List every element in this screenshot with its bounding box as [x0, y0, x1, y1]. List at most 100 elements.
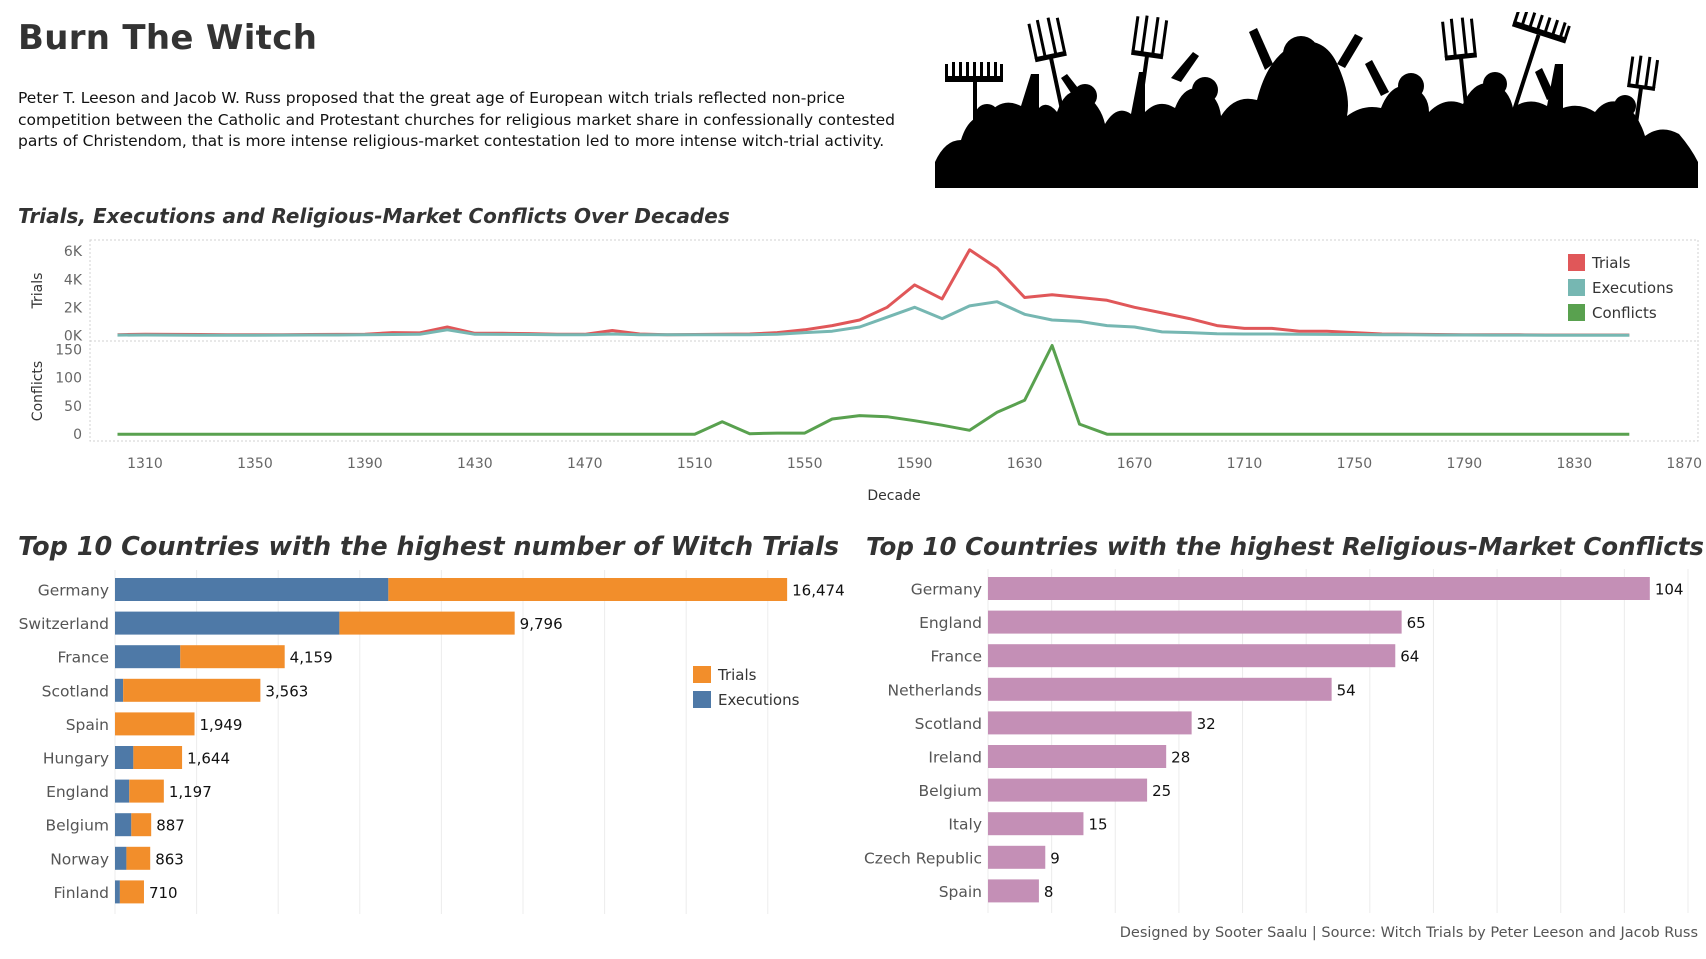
bar-conflicts-italy	[988, 812, 1084, 836]
bar-trials-belgium	[131, 813, 152, 837]
category-label: Spain	[66, 716, 109, 734]
timeline-chart-title: Trials, Executions and Religious-Market …	[18, 204, 730, 228]
x-tick-label: 1430	[457, 456, 493, 472]
bar-executions-switzerland	[115, 611, 340, 635]
data-label: 25	[1152, 782, 1171, 800]
bar-trials-switzerland	[339, 611, 515, 635]
series-line-executions	[117, 300, 1630, 337]
legend-swatch-executions	[1568, 279, 1585, 296]
data-label: 32	[1197, 715, 1216, 733]
bar-trials-germany	[388, 578, 788, 601]
bar-executions-england	[115, 779, 130, 803]
category-label: Switzerland	[19, 615, 109, 633]
y-tick-label: 6K	[64, 244, 83, 260]
y-tick-label: 50	[64, 399, 82, 415]
category-label: Finland	[54, 884, 109, 902]
category-label: England	[46, 783, 109, 801]
bar-conflicts-belgium	[988, 778, 1148, 802]
bar-conflicts-czech-republic	[988, 845, 1046, 869]
crowd-with-pitchforks-icon	[935, 12, 1698, 188]
footer-credit: Designed by Sooter Saalu | Source: Witch…	[1119, 925, 1698, 941]
x-tick-label: 1350	[237, 456, 273, 472]
legend-swatch-conflicts	[1568, 304, 1585, 321]
data-label: 4,159	[290, 649, 333, 667]
y-tick-label: 0	[73, 427, 82, 443]
x-tick-label: 1310	[127, 456, 163, 472]
bar-trials-france	[180, 645, 285, 669]
data-label: 28	[1171, 749, 1190, 767]
bar-executions-belgium	[115, 813, 132, 837]
x-tick-label: 1830	[1556, 456, 1592, 472]
category-label: Scotland	[915, 715, 982, 733]
x-tick-label: 1630	[1007, 456, 1043, 472]
y-tick-label: 2K	[64, 300, 83, 316]
bar-conflicts-germany	[988, 577, 1650, 600]
conflicts-chart-title: Top 10 Countries with the highest Religi…	[866, 532, 1705, 561]
bar-executions-finland	[115, 880, 120, 904]
data-label: 8	[1044, 883, 1054, 901]
bar-trials-finland	[119, 880, 144, 904]
x-tick-label: 1670	[1117, 456, 1153, 472]
x-tick-label: 1510	[677, 456, 713, 472]
legend-label-trials: Trials	[717, 666, 757, 684]
category-label: France	[930, 648, 982, 666]
y-axis-label: Trials	[30, 273, 46, 310]
legend-label-trials: Trials	[1591, 254, 1631, 272]
data-label: 863	[155, 850, 184, 868]
x-tick-label: 1390	[347, 456, 383, 472]
bar-conflicts-england	[988, 610, 1402, 634]
legend-swatch-trials	[1568, 254, 1585, 271]
data-label: 1,197	[169, 783, 212, 801]
x-tick-label: 1710	[1227, 456, 1263, 472]
category-label: Belgium	[45, 817, 109, 835]
category-label: Czech Republic	[864, 849, 982, 867]
data-label: 54	[1337, 681, 1356, 699]
y-tick-label: 4K	[64, 272, 83, 288]
data-label: 710	[149, 884, 178, 902]
y-axis-label: Conflicts	[30, 361, 46, 421]
trials-chart-title: Top 10 Countries with the highest number…	[18, 532, 840, 562]
data-label: 1,644	[187, 750, 230, 768]
x-tick-label: 1470	[567, 456, 603, 472]
bar-conflicts-netherlands	[988, 677, 1332, 701]
data-label: 15	[1088, 816, 1107, 834]
category-label: Ireland	[928, 749, 982, 767]
x-tick-label: 1870	[1666, 456, 1702, 472]
category-label: England	[919, 614, 982, 632]
y-tick-label: 150	[55, 342, 82, 358]
data-label: 104	[1655, 581, 1684, 599]
category-label: Spain	[939, 883, 982, 901]
category-label: France	[57, 649, 109, 667]
legend-label-executions: Executions	[1592, 279, 1674, 297]
category-label: Italy	[948, 816, 982, 834]
page-title: Burn The Witch	[18, 18, 318, 58]
bar-executions-scotland	[115, 678, 124, 702]
bar-trials-spain	[115, 712, 195, 736]
x-tick-label: 1750	[1337, 456, 1373, 472]
bar-conflicts-scotland	[988, 711, 1192, 735]
data-label: 9	[1050, 849, 1060, 867]
bar-trials-norway	[126, 846, 151, 870]
data-label: 3,563	[265, 682, 308, 700]
x-tick-label: 1590	[897, 456, 933, 472]
data-label: 16,474	[792, 582, 845, 600]
legend-label-executions: Executions	[718, 691, 800, 709]
category-label: Norway	[50, 850, 109, 868]
data-label: 64	[1400, 648, 1419, 666]
series-line-conflicts	[117, 344, 1630, 436]
intro-text: Peter T. Leeson and Jacob W. Russ propos…	[18, 89, 895, 150]
bar-trials-hungary	[133, 746, 183, 769]
x-tick-label: 1550	[787, 456, 823, 472]
bar-executions-hungary	[115, 746, 134, 769]
bar-executions-germany	[115, 578, 389, 601]
y-tick-label: 100	[55, 371, 82, 387]
category-label: Scotland	[42, 682, 109, 700]
category-label: Belgium	[918, 782, 982, 800]
bar-conflicts-ireland	[988, 745, 1167, 768]
category-label: Germany	[911, 581, 982, 599]
legend-label-conflicts: Conflicts	[1592, 304, 1657, 322]
bar-conflicts-spain	[988, 879, 1039, 903]
data-label: 65	[1407, 614, 1426, 632]
bar-trials-scotland	[123, 678, 261, 702]
bar-executions-norway	[115, 846, 127, 870]
